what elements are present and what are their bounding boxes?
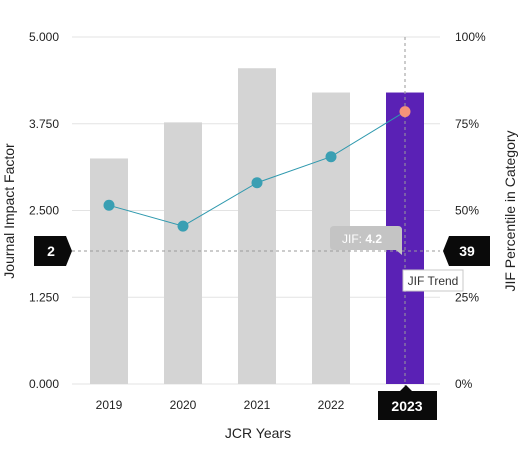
bar[interactable]: [238, 68, 276, 384]
trend-label: JIF Trend: [408, 274, 459, 288]
x-tick-label: 2021: [244, 398, 271, 412]
y2-tick-label: 0%: [455, 377, 473, 391]
data-point[interactable]: [177, 220, 189, 232]
y2-axis-title: JIF Percentile in Category: [502, 130, 518, 291]
jif-tooltip-label: JIF: 4.2: [342, 232, 382, 246]
y2-tick-label: 25%: [455, 290, 479, 304]
year-badge-label: 2023: [391, 398, 422, 414]
bar[interactable]: [164, 122, 202, 384]
right-value-label: 39: [459, 243, 475, 259]
x-tick-label: 2022: [318, 398, 345, 412]
y-tick-label: 2.500: [29, 204, 59, 218]
data-point-highlighted[interactable]: [399, 106, 411, 118]
jif-tooltip: [330, 226, 402, 255]
bar[interactable]: [90, 158, 128, 384]
x-tick-label: 2019: [96, 398, 123, 412]
year-badge: [378, 385, 437, 420]
y2-tick-label: 75%: [455, 117, 479, 131]
right-value-badge: [443, 236, 490, 266]
left-value-label: 2: [47, 243, 55, 259]
x-tick-label: 2020: [170, 398, 197, 412]
left-value-badge: [34, 236, 72, 266]
y-tick-label: 1.250: [29, 290, 59, 304]
y2-tick-label: 50%: [455, 204, 479, 218]
data-point[interactable]: [103, 199, 115, 211]
y-tick-label: 0.000: [29, 377, 59, 391]
trend-label-box: [402, 269, 464, 292]
data-point[interactable]: [325, 151, 337, 163]
y2-tick-label: 100%: [455, 30, 486, 44]
data-point[interactable]: [251, 177, 263, 189]
y-tick-label: 5.000: [29, 30, 59, 44]
y-axis-title: Journal Impact Factor: [1, 143, 17, 279]
y-tick-label: 3.750: [29, 117, 59, 131]
x-axis-title: JCR Years: [225, 425, 291, 441]
